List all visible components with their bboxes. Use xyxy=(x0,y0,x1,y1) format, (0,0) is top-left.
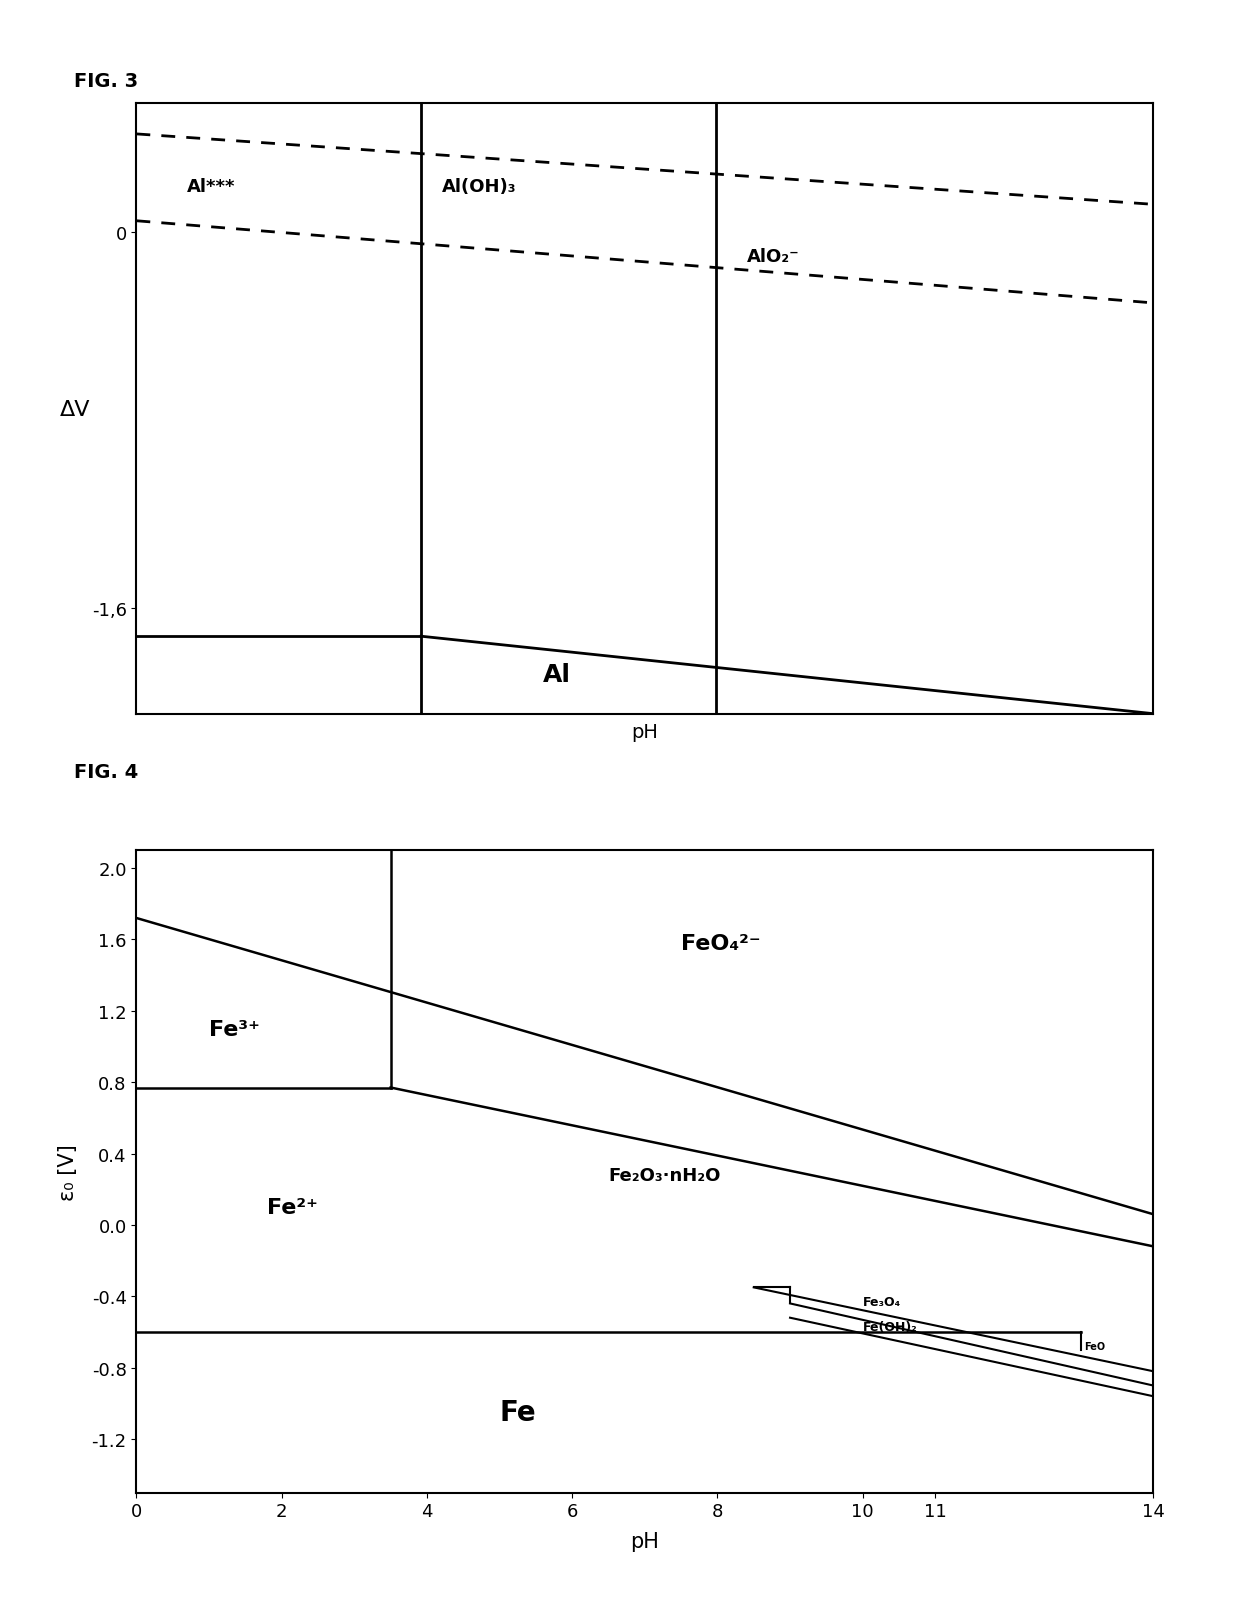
Text: Fe(OH)₂: Fe(OH)₂ xyxy=(863,1321,918,1334)
X-axis label: pH: pH xyxy=(630,1531,660,1552)
Text: FeO₄²⁻: FeO₄²⁻ xyxy=(681,934,760,953)
Text: Fe₃O₄: Fe₃O₄ xyxy=(863,1295,900,1308)
X-axis label: pH: pH xyxy=(631,722,658,742)
Text: FIG. 3: FIG. 3 xyxy=(74,72,139,91)
Y-axis label: ε₀ [V]: ε₀ [V] xyxy=(58,1143,78,1201)
Text: AlO₂⁻: AlO₂⁻ xyxy=(746,247,800,266)
Y-axis label: ΔV: ΔV xyxy=(60,400,91,419)
Text: FIG. 4: FIG. 4 xyxy=(74,762,139,782)
Text: Fe³⁺: Fe³⁺ xyxy=(210,1019,260,1038)
Text: FeO: FeO xyxy=(1084,1342,1105,1351)
Text: Fe₂O₃·nH₂O: Fe₂O₃·nH₂O xyxy=(609,1167,720,1184)
Text: Fe²⁺: Fe²⁺ xyxy=(267,1197,317,1217)
Text: Al***: Al*** xyxy=(187,178,236,196)
Text: Al: Al xyxy=(543,663,572,687)
Text: Al(OH)₃: Al(OH)₃ xyxy=(441,178,516,196)
Text: Fe: Fe xyxy=(500,1398,536,1427)
